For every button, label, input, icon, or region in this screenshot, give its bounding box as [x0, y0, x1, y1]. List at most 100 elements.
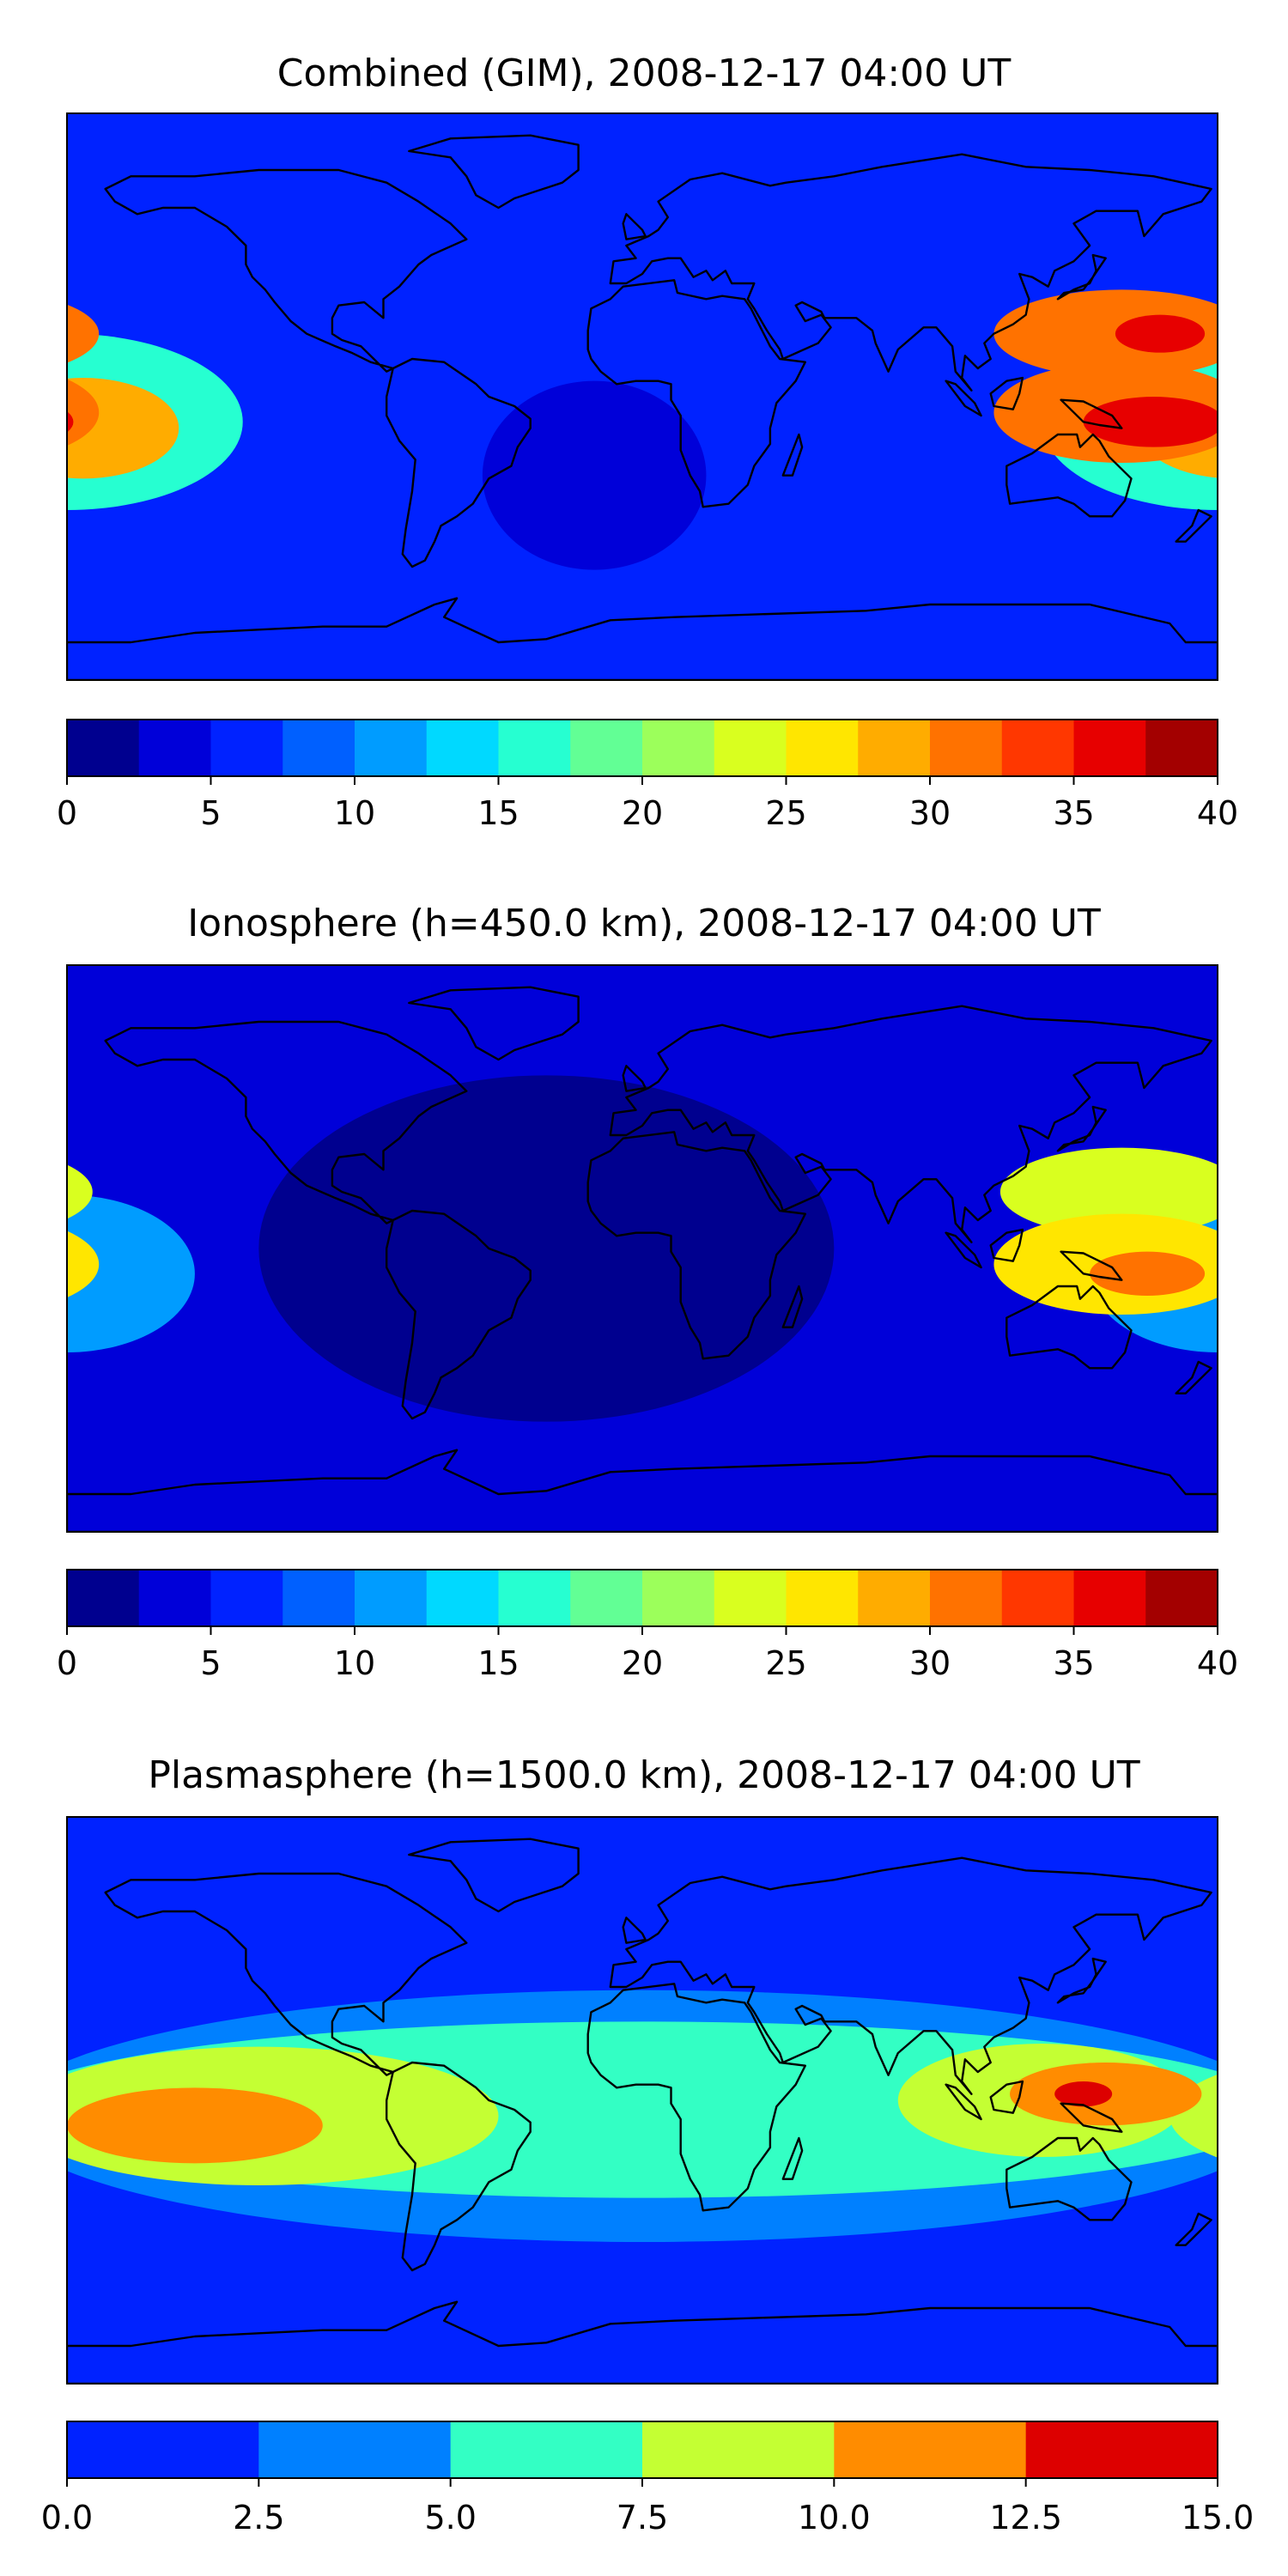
colorbar-segment	[1001, 720, 1074, 776]
contour-region	[482, 380, 707, 570]
contour-region	[67, 411, 74, 433]
contour-region	[67, 304, 100, 363]
colorbar-tick-label: 35	[1053, 1644, 1094, 1682]
contour-region	[67, 379, 100, 447]
map-2	[0, 965, 1218, 1532]
colorbar-segment	[498, 1570, 571, 1626]
colorbar-tick-label: 10	[334, 1644, 375, 1682]
eurasia-outline	[609, 153, 1212, 392]
colorbar-tick-label: 30	[909, 794, 951, 832]
japan-outline	[1056, 1105, 1107, 1152]
chart-title-2: Ionosphere (h=450.0 km), 2008-12-17 04:0…	[187, 902, 1101, 945]
contour-region	[1054, 2081, 1113, 2107]
colorbar-tick-label: 25	[765, 794, 806, 832]
colorbar-tick-label: 7.5	[617, 2499, 668, 2537]
colorbar-2: 0 5 10 15 20 25 30 35 40	[57, 1569, 1238, 1682]
colorbar-segment	[1145, 720, 1218, 776]
colorbar-tick-label: 10.0	[798, 2499, 871, 2537]
colorbar-segment	[450, 2421, 643, 2478]
eurasia-outline	[609, 1005, 1212, 1243]
colorbar-tick-label: 0	[57, 794, 77, 832]
greenland-outline	[408, 986, 580, 1061]
colorbar-segment	[210, 1570, 283, 1626]
new-zealand-outline	[1175, 508, 1212, 543]
colorbar-segment	[355, 720, 428, 776]
chart-title-1: Combined (GIM), 2008-12-17 04:00 UT	[277, 52, 1012, 95]
contour-region	[258, 1075, 835, 1422]
colorbar-tick-label: 40	[1197, 794, 1238, 832]
colorbar-tick-label: 12.5	[989, 2499, 1062, 2537]
colorbar-tick-label: 40	[1197, 1644, 1238, 1682]
contour-region	[67, 2087, 323, 2164]
colorbar-segment	[1073, 720, 1146, 776]
colorbar-tick-label: 25	[765, 1644, 806, 1682]
colorbar-tick-label: 5	[200, 1644, 221, 1682]
colorbar-tick-label: 0	[57, 1644, 77, 1682]
japan-outline	[1056, 253, 1107, 301]
africa-outline	[586, 1131, 806, 1360]
colorbar-segment	[786, 720, 859, 776]
new-guinea-outline	[1060, 398, 1123, 429]
colorbar-segment	[355, 1570, 428, 1626]
colorbar-segment	[1073, 1570, 1146, 1626]
colorbar-segment	[1025, 2421, 1218, 2478]
british-isles-outline	[622, 1917, 647, 1944]
colorbar-tick-label: 30	[909, 1644, 951, 1682]
colorbar-segment	[642, 2421, 835, 2478]
colorbar-tick-label: 0.0	[41, 2499, 93, 2537]
contour-region	[0, 315, 54, 353]
australia-outline	[1005, 433, 1133, 518]
colorbar-segment	[498, 720, 571, 776]
australia-outline	[1005, 2136, 1133, 2221]
colorbar-segment	[642, 720, 715, 776]
colorbar-tick-label: 5.0	[424, 2499, 476, 2537]
madagascar-outline	[781, 2136, 804, 2180]
colorbar-segment	[67, 1570, 140, 1626]
north-america-outline	[104, 1020, 468, 1224]
contour-region	[999, 1147, 1218, 1236]
colorbar-segment	[834, 2421, 1027, 2478]
colorbar-segment	[570, 720, 643, 776]
australia-outline	[1005, 1285, 1133, 1370]
borneo-outline	[989, 1228, 1024, 1262]
colorbar-tick-label: 15.0	[1182, 2499, 1255, 2537]
sumatra-outline	[945, 1231, 982, 1269]
colorbar-tick-label: 2.5	[233, 2499, 284, 2537]
contour-region	[67, 1164, 93, 1219]
contour-region	[1218, 2087, 1288, 2163]
africa-outline	[586, 279, 806, 508]
borneo-outline	[989, 2080, 1024, 2114]
colorbar-segment	[258, 2421, 452, 2478]
colorbar-tick-label: 20	[622, 1644, 663, 1682]
colorbar-segment	[930, 1570, 1003, 1626]
colorbar-segment	[714, 720, 787, 776]
contour-region	[1115, 314, 1206, 353]
contour-region	[0, 2044, 35, 2157]
japan-outline	[1056, 1957, 1107, 2004]
colorbar-tick-label: 15	[477, 794, 519, 832]
colorbar-tick-label: 20	[622, 794, 663, 832]
colorbar-1: 0 5 10 15 20 25 30 35 40	[57, 719, 1238, 832]
map-3	[0, 1817, 1288, 2384]
new-zealand-outline	[1175, 2212, 1212, 2246]
colorbar-segment	[426, 720, 499, 776]
north-america-outline	[104, 1872, 468, 2076]
colorbar-segment	[210, 720, 283, 776]
new-zealand-outline	[1175, 1360, 1212, 1394]
colorbar-3: 0.0 2.5 5.0 7.5 10.0 12.5 15.0	[41, 2421, 1255, 2537]
colorbar-segment	[283, 1570, 355, 1626]
south-america-outline	[386, 357, 532, 568]
greenland-outline	[408, 134, 580, 210]
colorbar-segment	[67, 2421, 259, 2478]
greenland-outline	[408, 1838, 580, 1913]
british-isles-outline	[622, 1065, 647, 1092]
new-guinea-outline	[1060, 1250, 1123, 1281]
contour-region	[67, 1194, 195, 1352]
sumatra-outline	[945, 2083, 982, 2121]
madagascar-outline	[781, 433, 804, 477]
contour-region	[0, 1252, 54, 1296]
contour-region	[1090, 1251, 1206, 1297]
colorbar-segment	[786, 1570, 859, 1626]
south-america-outline	[386, 1209, 532, 1420]
